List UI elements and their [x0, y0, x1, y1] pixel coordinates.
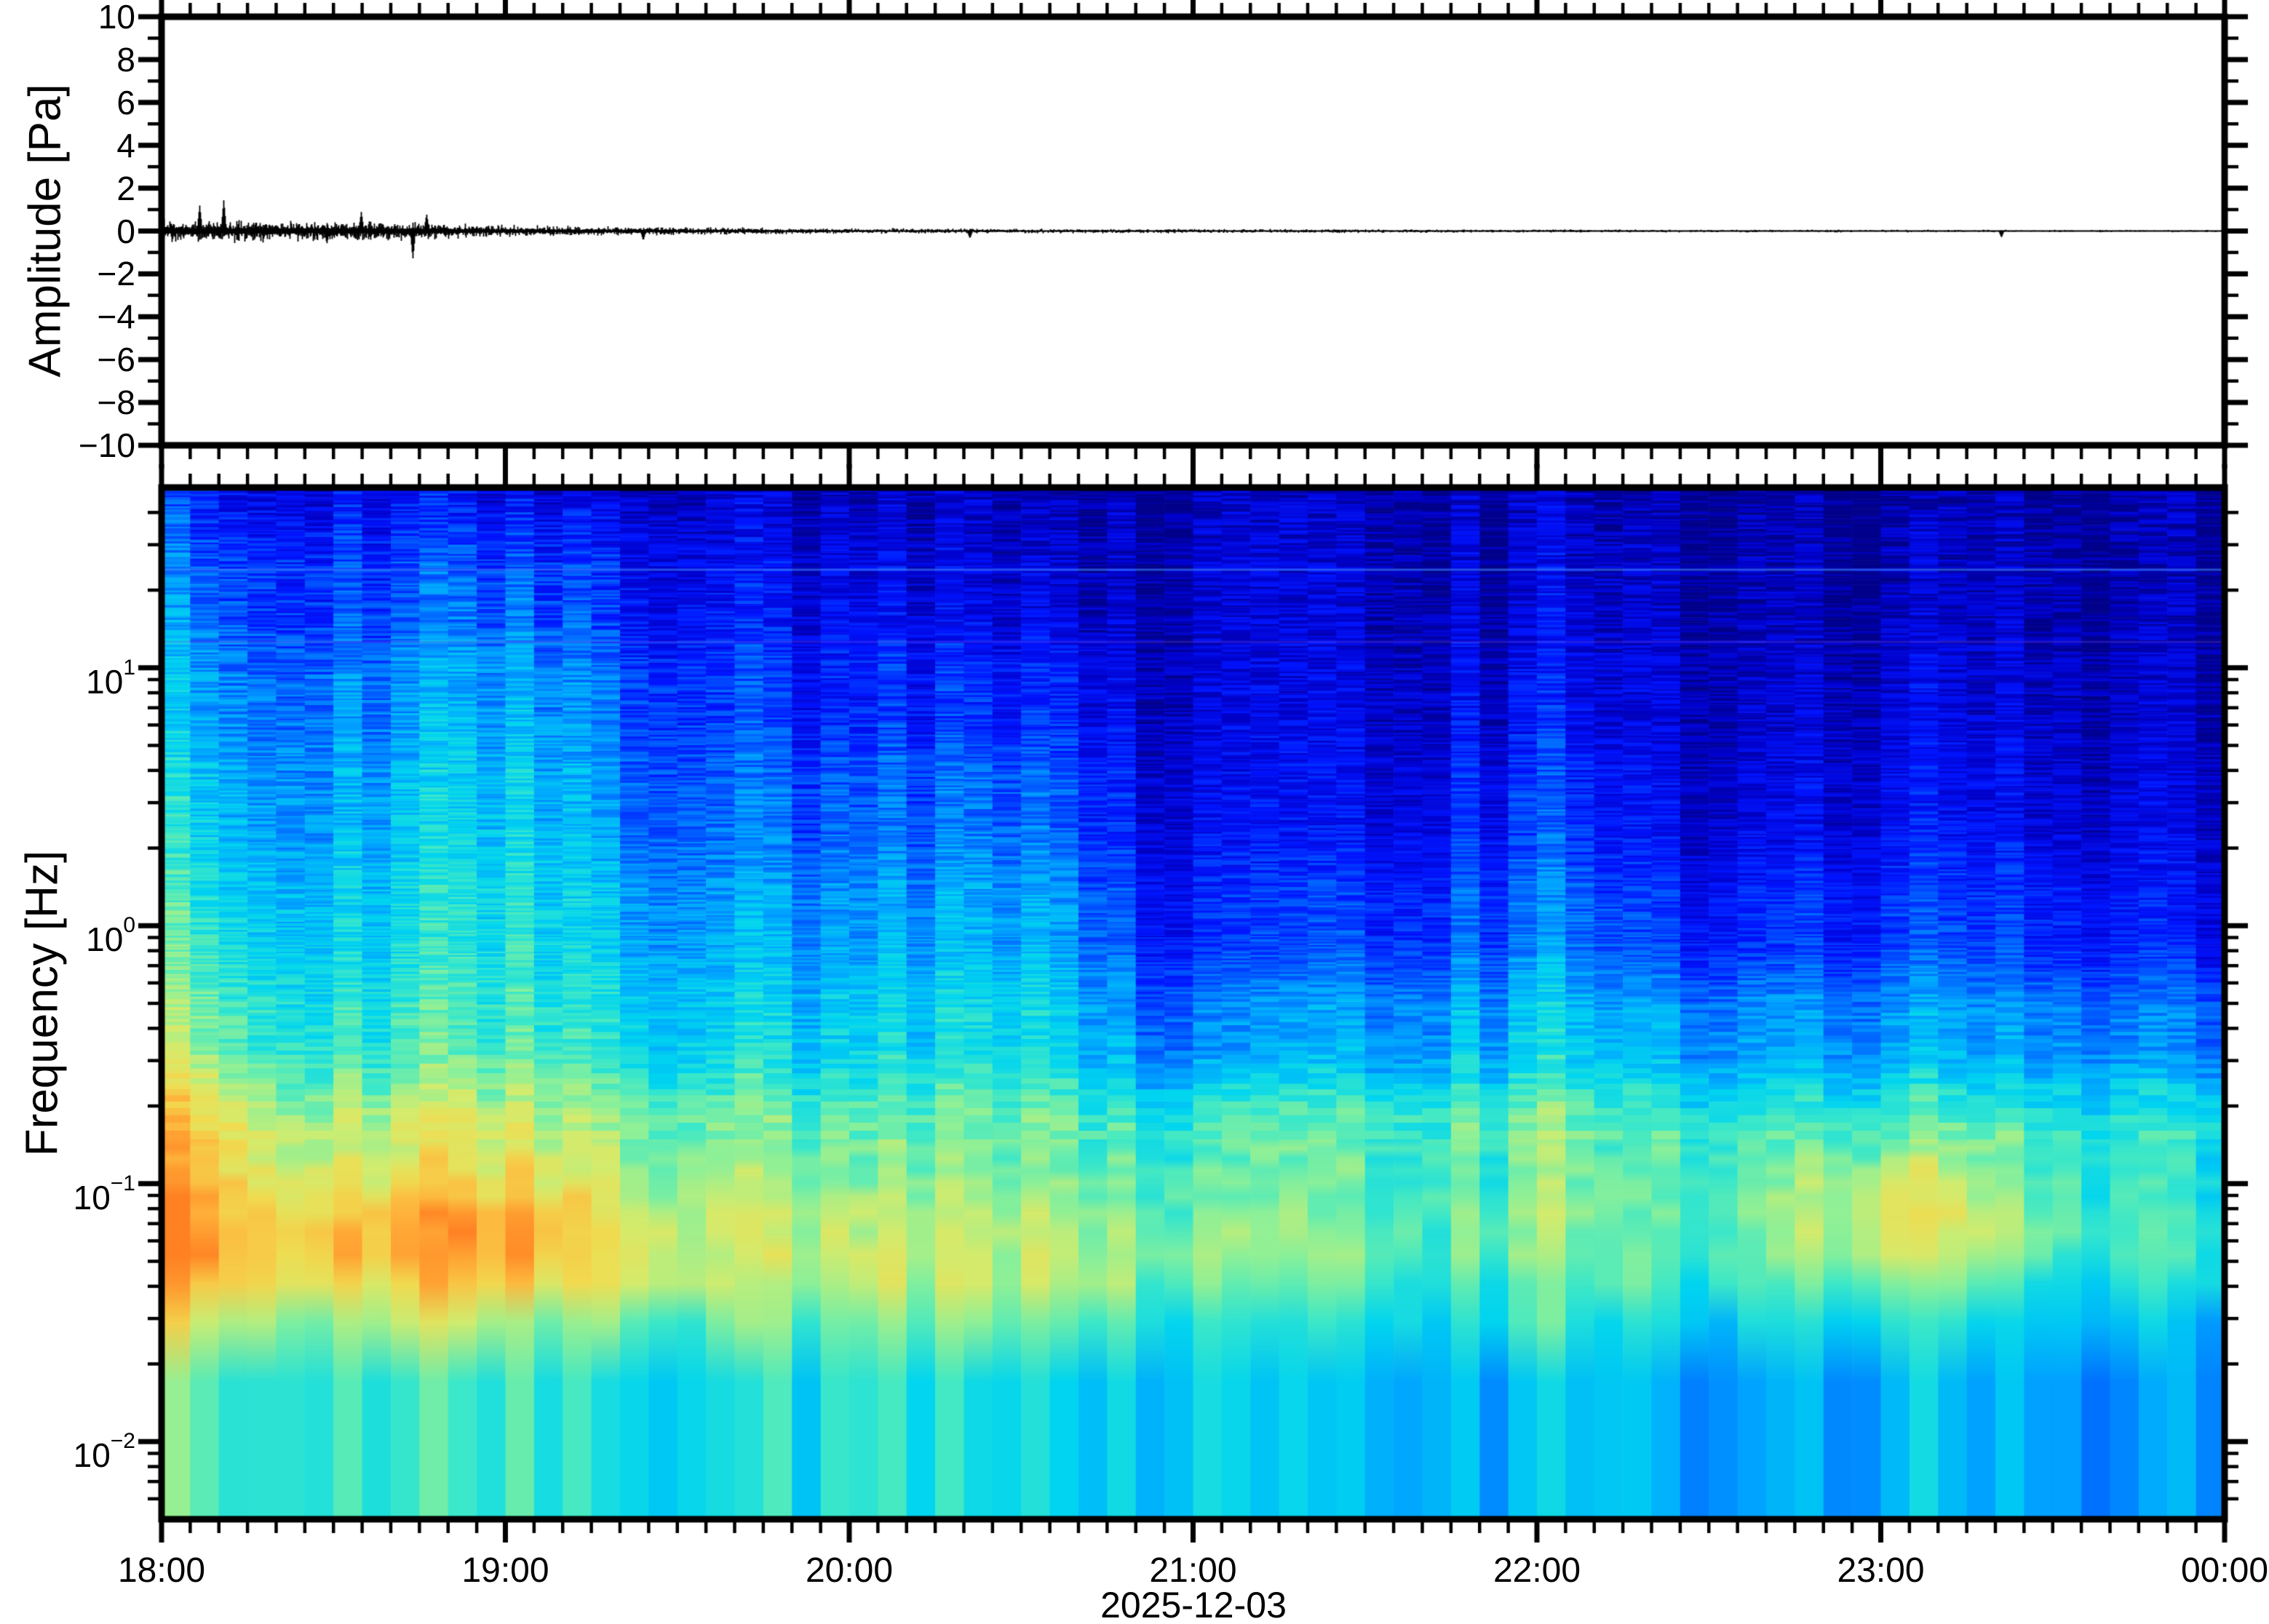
- spectrogram-ylabel: Frequency [Hz]: [17, 850, 68, 1157]
- waveform-ytick-label: −4: [97, 298, 135, 336]
- waveform-ytick-label: 8: [116, 40, 135, 79]
- x-tick-label: 23:00: [1837, 1551, 1925, 1590]
- waveform-ytick-label: −2: [97, 255, 135, 293]
- spectrogram-ytick-label: 100: [86, 913, 135, 959]
- waveform-ytick-label: 0: [116, 212, 135, 250]
- waveform-ytick-label: −10: [78, 426, 135, 464]
- waveform-ytick-label: 10: [98, 0, 135, 36]
- x-tick-label: 20:00: [805, 1551, 894, 1590]
- spectrogram-ytick-label: 10−1: [73, 1171, 135, 1217]
- waveform-ytick-label: −6: [97, 341, 135, 379]
- waveform-ytick-label: 6: [116, 83, 135, 122]
- x-tick-label: 21:00: [1149, 1551, 1237, 1590]
- x-tick-label: 19:00: [461, 1551, 549, 1590]
- waveform-ytick-label: 2: [116, 169, 135, 207]
- waveform-ytick-label: −8: [97, 383, 135, 422]
- x-tick-label: 00:00: [2180, 1551, 2269, 1590]
- date-label: 2025-12-03: [1100, 1585, 1287, 1624]
- waveform-ytick-label: 4: [116, 126, 135, 164]
- spectrogram-ytick-label: 10−2: [73, 1429, 135, 1475]
- spectrogram-ytick-label: 101: [86, 655, 135, 701]
- x-tick-label: 18:00: [117, 1551, 206, 1590]
- x-tick-label: 22:00: [1493, 1551, 1581, 1590]
